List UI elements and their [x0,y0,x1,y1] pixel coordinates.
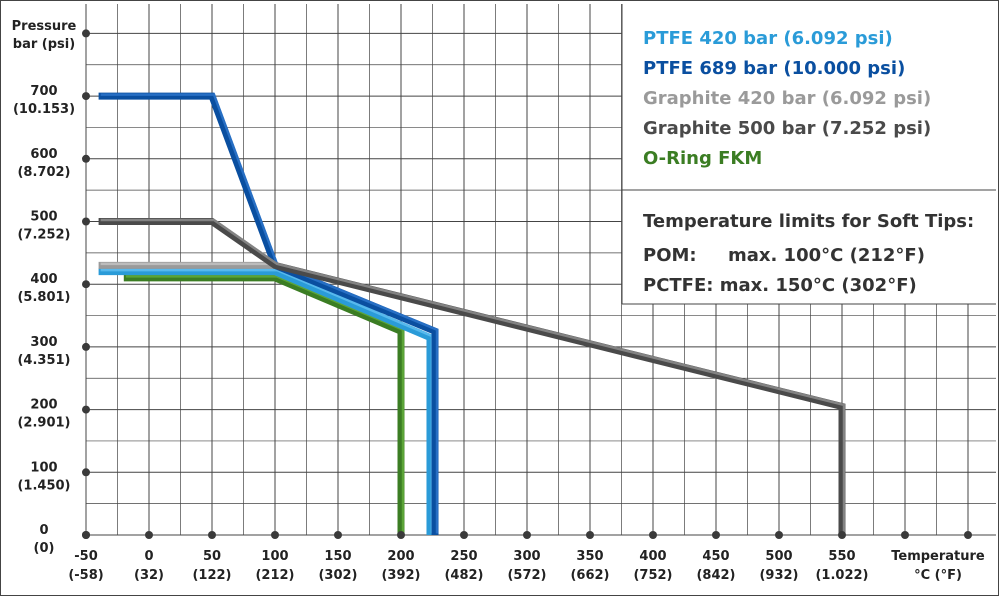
tick-labels: -50 (-58) 0 (32) 50 (122) 100 (212) 150 (302) 200 (… [13,84,869,583]
legend-entry: O-Ring FKM [643,148,762,169]
y-tick-label-psi: (1.450) [17,478,70,493]
y-tick-label-psi: (7.252) [17,228,70,243]
series-layer [98,92,846,535]
y-tick-dot [82,342,90,351]
notes-line-pom: POM: max. 100°C (212°F) [643,245,925,266]
x-tick-label-f: (392) [381,568,420,583]
legend-entry: PTFE 689 bar (10.000 psi) [643,58,905,79]
x-tick-label-f: (212) [255,568,294,583]
x-tick-label-f: (32) [134,568,164,583]
x-tick-label: 450 [702,549,729,564]
x-tick-label: 300 [513,549,540,564]
x-tick-dot [964,531,972,539]
x-tick-label-f: (572) [507,568,546,583]
x-tick-dot [208,531,216,539]
legend-background [622,4,996,304]
x-tick-label: 50 [203,549,221,564]
y-tick-label: 300 [30,335,57,350]
x-tick-dot [460,531,468,539]
x-tick-dot [586,531,594,539]
y-tick-dot [82,405,90,414]
y-tick-label: 0 [39,523,48,538]
y-tick-label-psi: (0) [34,541,55,556]
x-tick-dot [271,531,279,539]
x-tick-label: 100 [261,549,288,564]
x-tick-label-f: (842) [696,568,735,583]
x-tick-dot [838,531,846,539]
y-tick-label: 400 [30,272,57,287]
x-axis-title: Temperature [891,549,985,564]
legend-panel: PTFE 420 bar (6.092 psi) PTFE 689 bar (10… [621,4,996,305]
x-tick-label: 500 [765,549,792,564]
y-tick-label: 200 [30,398,57,413]
y-tick-label: 100 [30,460,57,475]
y-tick-dot [82,217,90,226]
y-tick-dot [82,154,90,163]
x-axis-title-unit: °C (°F) [914,568,962,583]
x-tick-label: 350 [576,549,603,564]
y-tick-label-psi: (8.702) [17,165,70,180]
series-highlight-4 [100,218,846,534]
x-tick-dot [775,531,783,539]
y-axis-title: Pressure [12,19,77,34]
x-tick-label: -50 [74,549,98,564]
x-tick-label-f: (752) [633,568,672,583]
series-highlight-0 [125,275,405,534]
x-tick-label-f: (932) [759,568,798,583]
x-tick-label: 200 [387,549,414,564]
y-tick-label-psi: (10.153) [13,102,75,117]
x-tick-dot [145,531,153,539]
notes-line-pctfe: PCTFE: max. 150°C (302°F) [643,275,917,296]
x-tick-label-f: (1.022) [815,568,868,583]
x-tick-label-f: (302) [318,568,357,583]
x-tick-label: 400 [639,549,666,564]
y-axis-title-unit: bar (psi) [13,37,75,52]
y-tick-label: 500 [30,210,57,225]
x-tick-label: 150 [324,549,351,564]
y-tick-label: 700 [30,84,57,99]
x-tick-dot [901,531,909,539]
y-tick-label-psi: (4.351) [17,353,70,368]
x-tick-label-f: (122) [192,568,231,583]
legend-entry: PTFE 420 bar (6.092 psi) [643,28,893,49]
series-line-4 [98,218,846,535]
y-tick-label-psi: (2.901) [17,416,70,431]
x-tick-dot [712,531,720,539]
x-tick-dot [523,531,531,539]
x-tick-label: 250 [450,549,477,564]
y-tick-label: 600 [30,147,57,162]
y-tick-dot [82,29,90,38]
series-line-1 [98,268,434,535]
x-tick-label-f: (482) [444,568,483,583]
y-tick-dot [82,468,90,477]
x-tick-label-f: (662) [570,568,609,583]
x-tick-label: 550 [828,549,855,564]
x-tick-label: 0 [144,549,153,564]
legend-entry: Graphite 420 bar (6.092 psi) [643,88,931,109]
series-line-0 [123,274,405,535]
x-tick-dot [397,531,405,539]
axis-titles: Pressure bar (psi) Temperature °C (°F) [12,19,985,583]
x-tick-label-f: (-58) [68,568,103,583]
y-tick-dot [82,92,90,101]
y-tick-dot [82,280,90,289]
x-tick-dot [334,531,342,539]
notes-heading: Temperature limits for Soft Tips: [643,211,974,232]
legend-entry: Graphite 500 bar (7.252 psi) [643,118,931,139]
y-tick-label-psi: (5.801) [17,290,70,305]
x-tick-dot [649,531,657,539]
y-tick-dot [82,531,90,539]
tick-dots [82,29,972,539]
